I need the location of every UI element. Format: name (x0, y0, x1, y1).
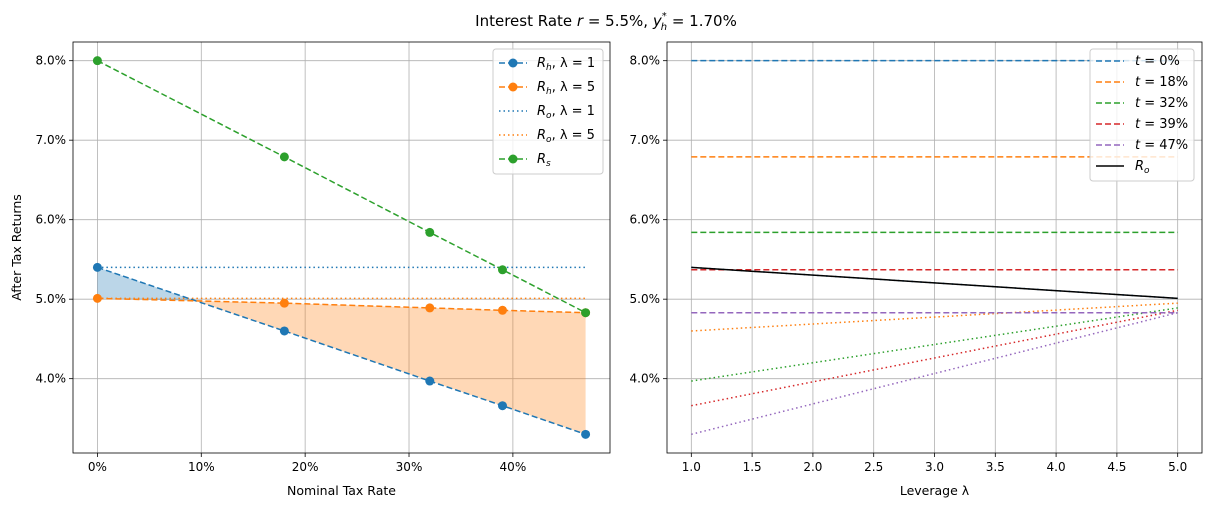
label-subscript: h (546, 63, 552, 73)
y-tick-label: 8.0% (36, 54, 67, 68)
left-axes: 0% 10% 20% 30% 40% 4.0% 5.0% 6.0% 7.0% 8.0% Nomina… (9, 41, 611, 498)
y-axis-label: After Tax Returns (9, 194, 24, 301)
legend: t = 0%t = 18%t = 32%t = 39%t = 47%Ro (1089, 48, 1195, 182)
right-axes: 1.0 1.5 2.0 2.5 3.0 3.5 4.0 4.5 5.0 4.0% 5.0% 6.0% 7… (630, 41, 1203, 498)
data-point (581, 308, 591, 318)
series-solid-line (691, 266, 1178, 300)
label-symbol: t (1135, 54, 1141, 69)
data-point (581, 429, 591, 439)
data-point (279, 152, 289, 162)
data-point (425, 303, 435, 313)
label-suffix: = 47% (1140, 138, 1188, 153)
label-symbol: R (537, 152, 546, 167)
legend-label: Rh, λ = 1 (537, 56, 595, 73)
y-tick-label: 4.0% (36, 372, 67, 386)
series-dotted-line (691, 309, 1178, 407)
x-tick-label: 3.5 (986, 460, 1005, 474)
data-point (92, 262, 102, 272)
data-point (497, 265, 507, 275)
legend-label: Ro, λ = 1 (537, 104, 595, 121)
label-symbol: t (1135, 96, 1141, 111)
label-suffix: , λ = 5 (552, 128, 595, 143)
axes-frame (666, 41, 1203, 454)
legend-label: t = 0% (1135, 54, 1180, 69)
x-tick-label: 0% (88, 460, 107, 474)
x-tick-label: 40% (500, 460, 527, 474)
label-suffix: = 39% (1140, 117, 1188, 132)
axes-frame (72, 41, 611, 454)
fill-region-blue (97, 267, 196, 301)
legend-label: t = 47% (1135, 138, 1188, 153)
y-tick-label: 8.0% (630, 54, 661, 68)
label-subscript: h (546, 87, 552, 97)
label-symbol: R (537, 104, 546, 119)
label-symbol: R (537, 56, 546, 71)
series-line (97, 297, 586, 314)
legend-label: Rs (537, 152, 551, 169)
label-suffix: = 0% (1140, 54, 1180, 69)
label-suffix: = 18% (1140, 75, 1188, 90)
legend: Rh, λ = 1Rh, λ = 5Ro, λ = 1Ro, λ = 5Rs (492, 48, 604, 175)
label-subscript: s (546, 159, 551, 169)
series-dotted-line (691, 302, 1178, 332)
legend-label: t = 32% (1135, 96, 1188, 111)
x-tick-label: 2.5 (864, 460, 883, 474)
x-tick-label: 30% (396, 460, 423, 474)
label-subscript: o (1144, 166, 1150, 176)
data-point (425, 376, 435, 386)
label-symbol: t (1135, 138, 1141, 153)
x-tick-label: 4.0 (1047, 460, 1066, 474)
y-tick-label: 7.0% (36, 133, 67, 147)
label-subscript: o (546, 111, 552, 121)
legend-marker (508, 82, 518, 92)
legend-label: Rh, λ = 5 (537, 80, 595, 97)
y-tick-label: 6.0% (36, 213, 67, 227)
label-symbol: R (1135, 159, 1144, 174)
y-tick-label: 4.0% (630, 372, 661, 386)
x-tick-label: 20% (292, 460, 319, 474)
label-symbol: t (1135, 75, 1141, 90)
series-dotted-line (691, 307, 1178, 382)
data-point (425, 227, 435, 237)
x-tick-label: 4.5 (1107, 460, 1126, 474)
x-axis-label: Leverage λ (900, 483, 970, 498)
label-subscript: o (546, 135, 552, 145)
legend-label: t = 39% (1135, 117, 1188, 132)
label-suffix: , λ = 1 (552, 56, 595, 71)
legend-marker (508, 154, 518, 164)
y-tick-label: 5.0% (36, 292, 67, 306)
label-suffix: , λ = 1 (552, 104, 595, 119)
data-point (92, 293, 102, 303)
y-tick-label: 7.0% (630, 133, 661, 147)
x-tick-label: 3.0 (925, 460, 944, 474)
label-symbol: t (1135, 117, 1141, 132)
x-tick-label: 10% (188, 460, 215, 474)
label-suffix: , λ = 5 (552, 80, 595, 95)
x-axis-label: Nominal Tax Rate (287, 483, 396, 498)
data-point (497, 401, 507, 411)
legend-label: Ro (1135, 159, 1150, 176)
legend-label: Ro, λ = 5 (537, 128, 595, 145)
x-tick-label: 2.0 (803, 460, 822, 474)
label-symbol: R (537, 128, 546, 143)
x-tick-label: 1.5 (743, 460, 762, 474)
x-tick-label: 5.0 (1168, 460, 1187, 474)
data-point (279, 326, 289, 336)
legend-box (492, 48, 604, 175)
x-tick-label: 1.0 (682, 460, 701, 474)
data-point (279, 298, 289, 308)
label-symbol: R (537, 80, 546, 95)
label-suffix: = 32% (1140, 96, 1188, 111)
y-tick-label: 5.0% (630, 292, 661, 306)
legend-marker (508, 58, 518, 68)
data-point (92, 56, 102, 66)
legend-label: t = 18% (1135, 75, 1188, 90)
chart-title: Interest Rate r = 5.5%, y* h = 1.70% (475, 11, 737, 33)
y-tick-label: 6.0% (630, 213, 661, 227)
data-point (497, 305, 507, 315)
